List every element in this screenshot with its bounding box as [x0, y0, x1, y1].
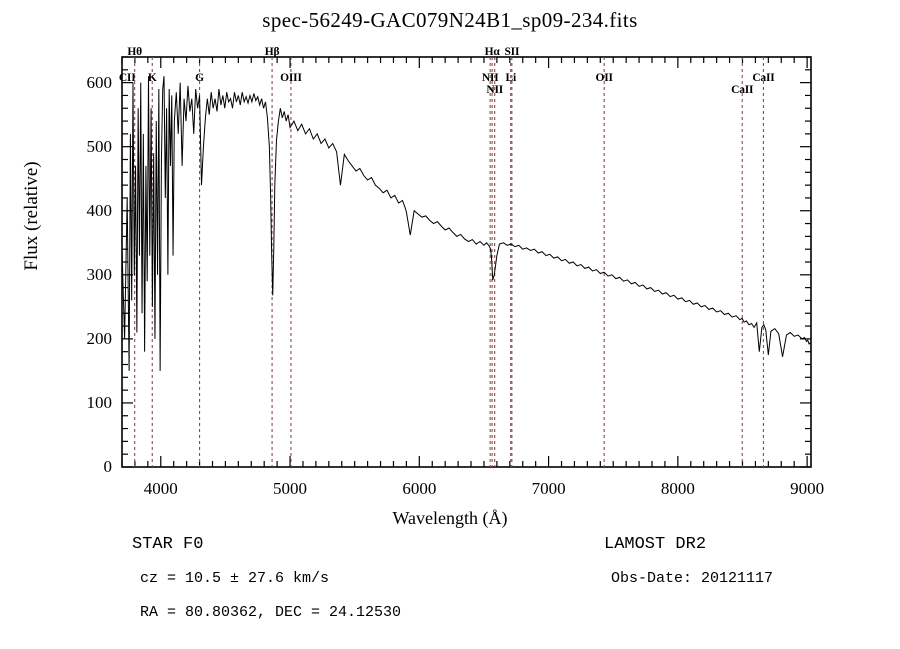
y-tick-label-0: 0 — [103, 457, 113, 476]
spectral-line-label-CaII-a: CaII — [752, 72, 775, 84]
x-tick-label-9000: 9000 — [790, 479, 825, 498]
y-axis-label: Flux (relative) — [21, 161, 42, 271]
spectral-line-label-CaII-b: CaII — [731, 84, 754, 96]
footer-star-type: STAR F0 — [132, 535, 204, 554]
spectral-line-label-Hθ: Hθ — [127, 46, 142, 58]
spectral-line-label-G-band: G — [195, 72, 204, 84]
y-tick-label-300: 300 — [86, 264, 113, 284]
spectral-line-label-CII: CII — [118, 72, 136, 84]
x-tick-label-6000: 6000 — [402, 479, 437, 498]
x-axis-label: Wavelength (Å) — [392, 508, 508, 528]
spectral-line-label-OIII: OIII — [280, 72, 302, 84]
footer-survey: LAMOST DR2 — [604, 535, 707, 554]
y-tick-label-600: 600 — [86, 72, 113, 92]
footer-obs-date: Obs-Date: 20121117 — [611, 570, 774, 587]
spectral-line-label-Hβ: Hβ — [264, 46, 280, 58]
x-tick-label-8000: 8000 — [660, 479, 695, 498]
spectral-line-label-Li: Li — [505, 72, 516, 84]
page-title: spec-56249-GAC079N24B1_sp09-234.fits — [262, 8, 638, 32]
spectral-line-label-OII: OII — [595, 72, 614, 84]
y-tick-label-100: 100 — [86, 392, 113, 412]
y-tick-label-500: 500 — [86, 136, 113, 156]
x-tick-label-7000: 7000 — [531, 479, 566, 498]
spectral-line-label-SII: SII — [504, 46, 520, 58]
spectral-line-label-Hα: Hα — [484, 46, 500, 58]
x-tick-label-4000: 4000 — [143, 479, 178, 498]
spectral-line-label-NII-a: NII — [481, 72, 499, 84]
spectral-line-label-CaII-K: K — [147, 72, 157, 84]
y-tick-label-400: 400 — [86, 200, 113, 220]
footer-coordinates: RA = 80.80362, DEC = 24.12530 — [140, 604, 402, 621]
x-tick-label-5000: 5000 — [273, 479, 308, 498]
y-tick-label-200: 200 — [86, 328, 113, 348]
spectral-line-label-NII-b: NII — [486, 84, 503, 96]
footer-redshift: cz = 10.5 ± 27.6 km/s — [140, 570, 330, 587]
